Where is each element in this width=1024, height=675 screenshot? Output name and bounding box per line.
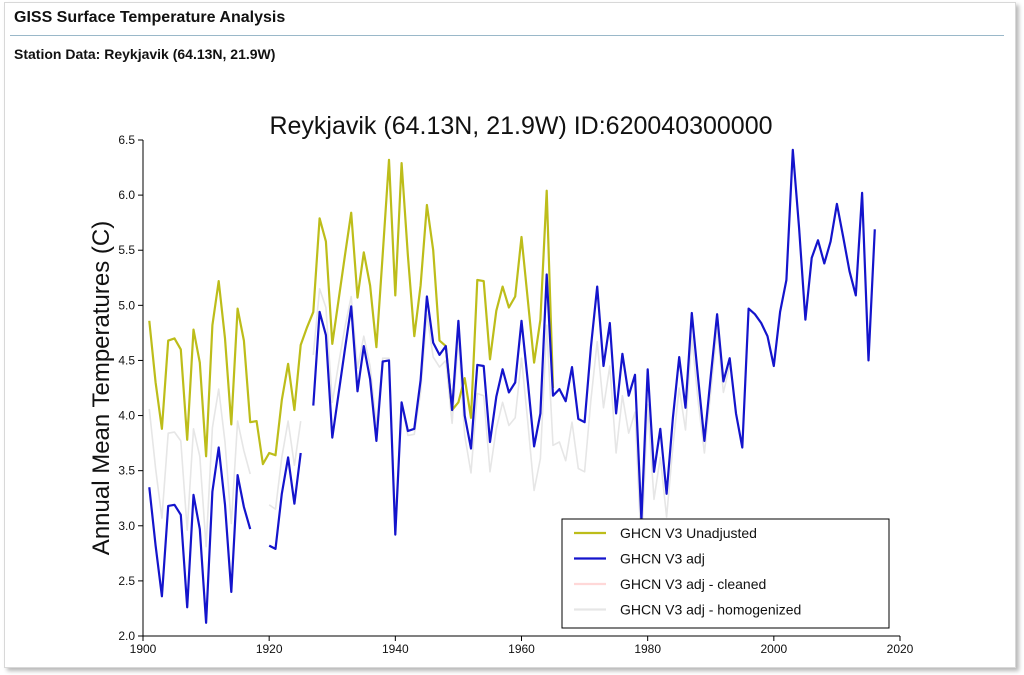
x-ticks: 1900 1920 1940 1960 1980 2000 2020	[130, 636, 914, 656]
y-tick-label: 6.0	[118, 188, 135, 202]
page-title: GISS Surface Temperature Analysis	[14, 9, 286, 26]
legend-label: GHCN V3 Unadjusted	[620, 525, 757, 541]
y-tick-label: 4.0	[118, 409, 135, 423]
series-line	[148, 446, 252, 624]
legend-label: GHCN V3 adj	[620, 551, 705, 567]
y-tick-label: 3.0	[118, 519, 135, 533]
x-tick-label: 1920	[256, 642, 283, 656]
y-tick-label: 6.5	[118, 133, 135, 147]
y-tick-label: 3.5	[118, 464, 135, 478]
station-subtitle: Station Data: Reykjavik (64.13N, 21.9W)	[14, 46, 276, 62]
x-tick-label: 1940	[382, 642, 409, 656]
y-tick-label: 2.0	[118, 629, 135, 643]
y-tick-label: 2.5	[118, 574, 135, 588]
series-lines	[148, 148, 876, 624]
y-tick-label: 5.5	[118, 243, 135, 257]
x-tick-label: 2000	[760, 642, 787, 656]
x-tick-label: 1980	[634, 642, 661, 656]
header-divider	[10, 35, 1004, 36]
series-line	[148, 158, 555, 466]
legend: GHCN V3 Unadjusted GHCN V3 adj GHCN V3 adj…	[561, 518, 890, 629]
legend-label: GHCN V3 adj - homogenized	[620, 602, 801, 618]
x-tick-label: 2020	[887, 642, 914, 656]
series-line	[268, 452, 302, 551]
y-tick-label: 5.0	[118, 298, 135, 312]
y-axis-label: Annual Mean Temperatures (C)	[88, 221, 115, 555]
y-ticks: 2.0 2.5 3.0 3.5 4.0 4.5 5.0 5.5 6.0 6.5	[118, 133, 143, 643]
x-tick-label: 1960	[508, 642, 535, 656]
series-line	[312, 287, 731, 551]
legend-box	[561, 518, 890, 629]
series-line	[312, 148, 876, 536]
series-line	[268, 420, 302, 511]
series-line	[148, 388, 251, 548]
legend-label: GHCN V3 adj - cleaned	[620, 576, 766, 592]
y-tick-label: 4.5	[118, 353, 135, 367]
chart-title: Reykjavik (64.13N, 21.9W) ID:62004030000…	[269, 112, 772, 140]
x-tick-label: 1900	[130, 642, 157, 656]
